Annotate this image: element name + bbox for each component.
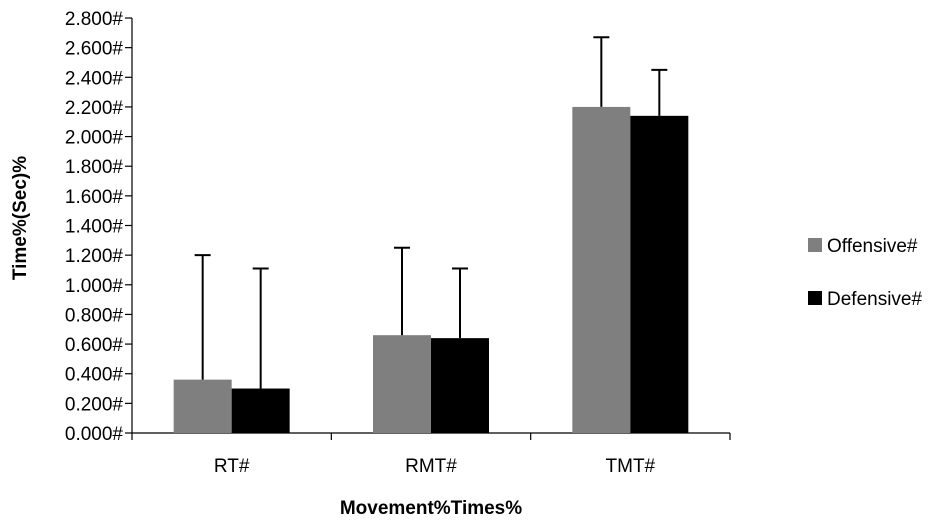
bar-defensive (431, 338, 489, 433)
legend-swatch (808, 291, 822, 305)
y-tick-labels: 0.000# 0.200# 0.400# 0.600# 0.800# 1.000# 1.20… (65, 9, 124, 445)
x-tick-label: RMT# (405, 456, 457, 477)
bar-defensive (630, 115, 689, 434)
legend-label: Offensive# (827, 236, 918, 257)
bars (173, 106, 689, 434)
y-tick-label: 0.400# (65, 365, 124, 386)
y-tick-label: 1.800# (65, 157, 124, 178)
y-tick-label: 1.400# (65, 217, 124, 238)
bar-defensive (231, 388, 290, 433)
x-tick-label: TMT# (606, 456, 656, 477)
y-tick-label: 2.200# (65, 98, 124, 119)
bar-offensive (173, 379, 232, 433)
error-bars (194, 36, 668, 389)
y-axis-title: Time%(Sec)% (10, 156, 31, 280)
legend-swatch (808, 238, 822, 252)
bar-offensive (572, 106, 631, 433)
y-tick-label: 0.800# (65, 305, 124, 326)
y-tick-label: 0.200# (65, 394, 124, 415)
x-axis-title: Movement%Times% (340, 498, 522, 519)
y-tick-label: 0.600# (65, 335, 124, 356)
y-tick-label: 2.800# (65, 9, 124, 30)
legend-label: Defensive# (827, 289, 922, 310)
y-tick-label: 1.200# (65, 246, 124, 267)
bar-offensive (373, 335, 431, 433)
y-tick-label: 1.600# (65, 187, 124, 208)
x-tick-label: RT# (214, 456, 250, 477)
legend: Offensive# Defensive# (808, 236, 922, 310)
y-tick-label: 2.400# (65, 68, 124, 89)
y-tick-label: 1.000# (65, 276, 124, 297)
y-tick-label: 2.000# (65, 128, 124, 149)
y-tick-label: 0.000# (65, 424, 124, 445)
x-tick-labels: RT# RMT# TMT# (214, 456, 656, 477)
y-tick-label: 2.600# (65, 39, 124, 60)
